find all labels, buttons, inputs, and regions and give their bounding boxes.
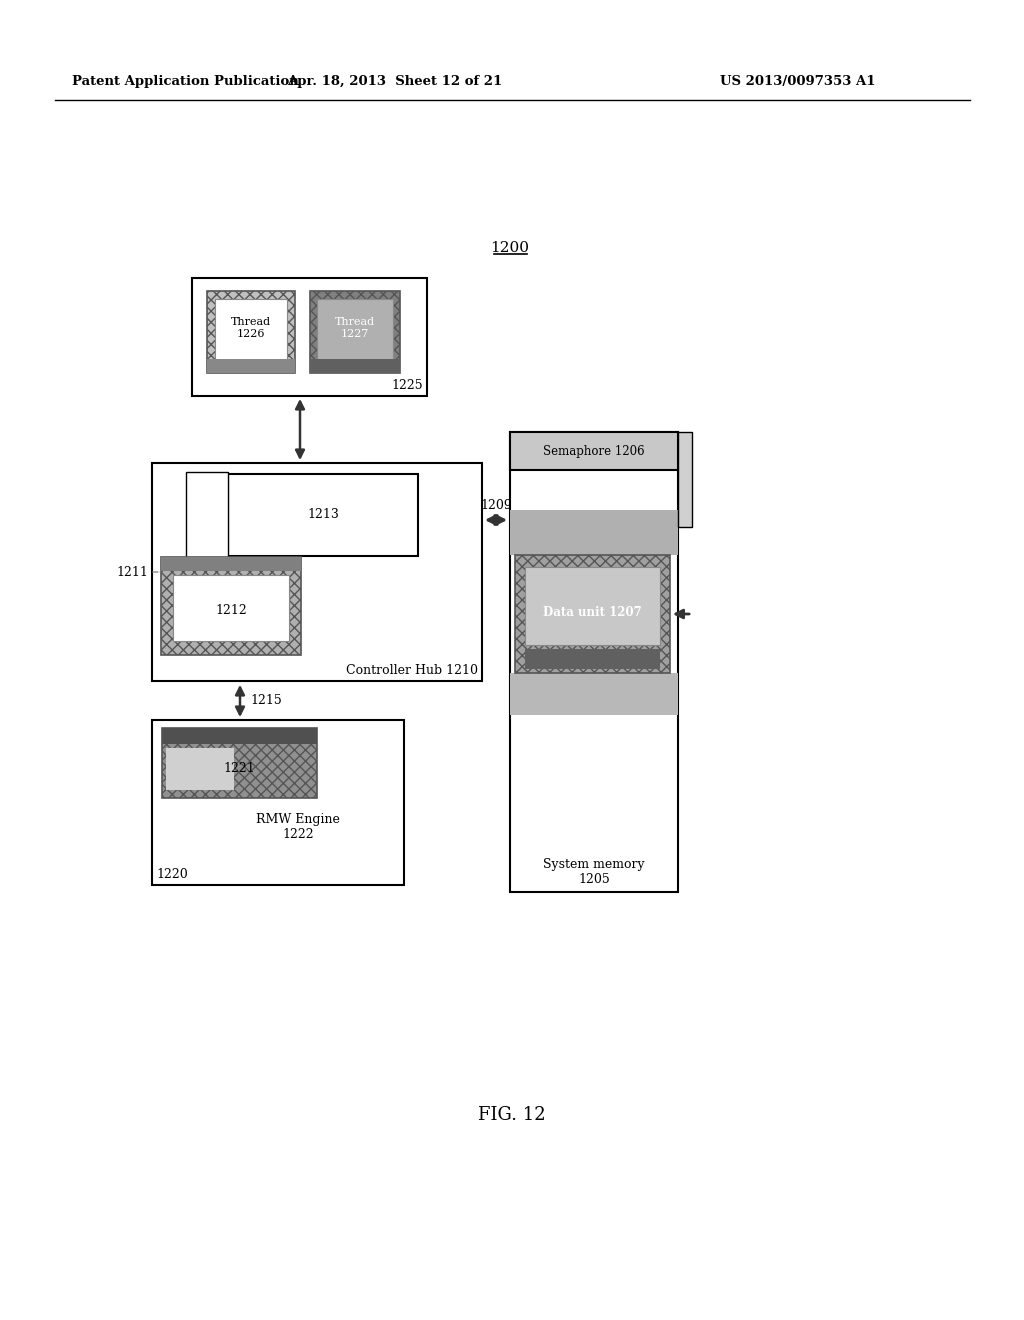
Text: 1225: 1225: [391, 379, 423, 392]
Text: 1221: 1221: [223, 763, 255, 776]
Bar: [317, 300, 393, 360]
Bar: [186, 473, 228, 560]
Bar: [193, 279, 427, 396]
Text: Thread
1227: Thread 1227: [335, 317, 375, 339]
Text: FIG. 12: FIG. 12: [478, 1106, 546, 1125]
Text: Patent Application Publication: Patent Application Publication: [72, 75, 299, 88]
Text: 1213: 1213: [307, 508, 339, 521]
Text: Apr. 18, 2013  Sheet 12 of 21: Apr. 18, 2013 Sheet 12 of 21: [288, 75, 503, 88]
Bar: [510, 673, 678, 715]
Bar: [162, 729, 317, 744]
Text: Data unit 1207: Data unit 1207: [543, 606, 642, 619]
Text: Semaphore 1206: Semaphore 1206: [543, 445, 645, 458]
Text: 1211: 1211: [116, 565, 148, 578]
Text: 1209: 1209: [480, 499, 512, 512]
Bar: [310, 359, 400, 374]
Bar: [215, 300, 287, 360]
Bar: [525, 568, 660, 645]
Bar: [162, 729, 317, 799]
Text: 1215: 1215: [250, 693, 282, 706]
Bar: [228, 474, 418, 556]
Bar: [161, 557, 301, 572]
Text: Thread
1226: Thread 1226: [231, 317, 271, 339]
Text: RMW Engine
1222: RMW Engine 1222: [256, 813, 340, 841]
Text: 1200: 1200: [490, 242, 529, 255]
Bar: [152, 719, 404, 884]
Bar: [310, 290, 400, 374]
Bar: [525, 649, 660, 669]
Text: Controller Hub 1210: Controller Hub 1210: [346, 664, 478, 677]
Bar: [152, 463, 482, 681]
Bar: [678, 432, 692, 527]
Bar: [515, 554, 670, 673]
Bar: [510, 432, 678, 892]
Bar: [166, 748, 234, 789]
Text: US 2013/0097353 A1: US 2013/0097353 A1: [720, 75, 876, 88]
Bar: [510, 510, 678, 554]
Bar: [207, 290, 295, 374]
Bar: [161, 557, 301, 655]
Bar: [510, 432, 678, 470]
Bar: [173, 576, 289, 642]
Text: System memory
1205: System memory 1205: [543, 858, 645, 886]
Bar: [207, 359, 295, 374]
Text: 1220: 1220: [156, 869, 187, 880]
Text: 1212: 1212: [215, 603, 247, 616]
